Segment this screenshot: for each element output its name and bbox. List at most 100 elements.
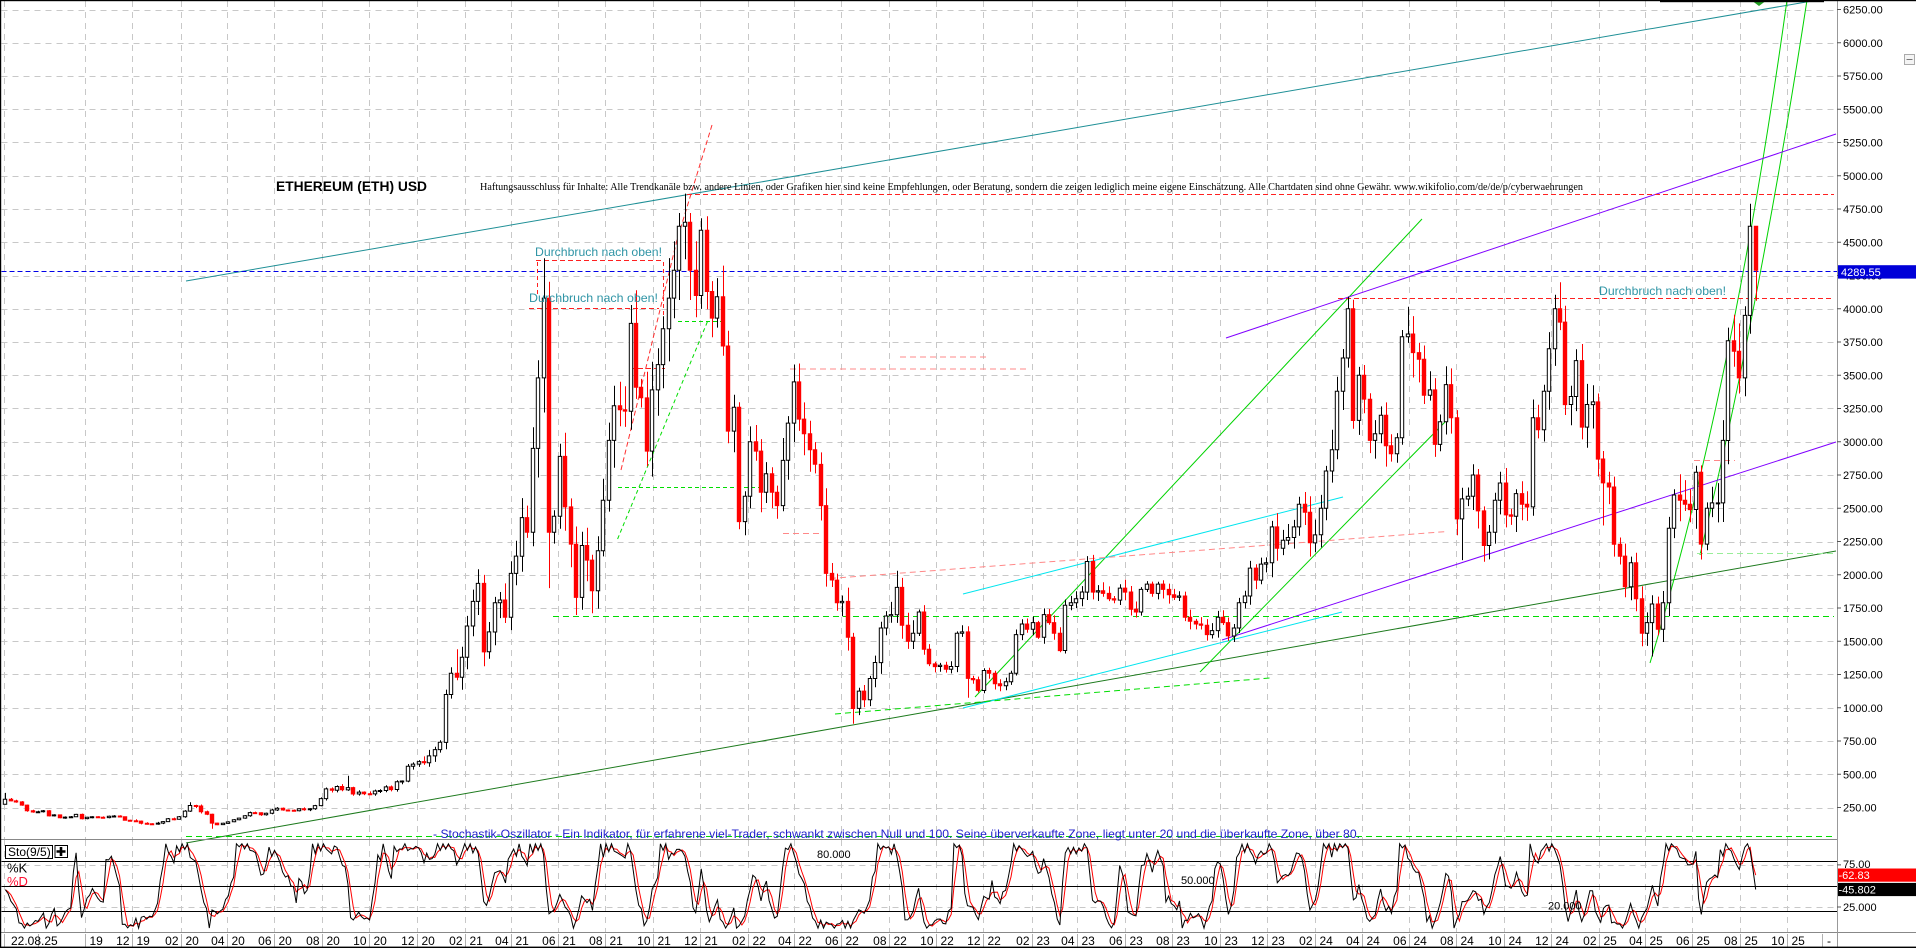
svg-text:12: 12 <box>1251 934 1265 948</box>
svg-text:21: 21 <box>563 934 577 948</box>
svg-text:20: 20 <box>327 934 341 948</box>
svg-text:5250.00: 5250.00 <box>1843 138 1883 150</box>
svg-text:04: 04 <box>1629 934 1643 948</box>
svg-text:24: 24 <box>1556 934 1570 948</box>
svg-text:Sto(9/5): Sto(9/5) <box>8 845 51 859</box>
svg-text:20: 20 <box>374 934 388 948</box>
svg-text:4289.55: 4289.55 <box>1841 267 1881 279</box>
svg-text:02: 02 <box>1583 934 1597 948</box>
svg-text:24: 24 <box>1509 934 1523 948</box>
svg-text:22.08.25: 22.08.25 <box>11 934 58 948</box>
svg-text:06: 06 <box>825 934 839 948</box>
svg-text:21: 21 <box>658 934 672 948</box>
svg-text:02: 02 <box>449 934 463 948</box>
svg-text:08: 08 <box>1156 934 1170 948</box>
svg-text:19: 19 <box>90 934 104 948</box>
svg-text:23: 23 <box>1272 934 1286 948</box>
svg-text:25: 25 <box>1697 934 1711 948</box>
svg-text:- Stochastik-Oszillator - Ein: - Stochastik-Oszillator - Ein Indikator,… <box>433 827 1360 841</box>
svg-text:22: 22 <box>799 934 813 948</box>
svg-text:12: 12 <box>967 934 981 948</box>
svg-text:10: 10 <box>1488 934 1502 948</box>
svg-text:%K: %K <box>7 861 28 876</box>
svg-text:4500.00: 4500.00 <box>1843 237 1883 249</box>
svg-text:1250.00: 1250.00 <box>1843 670 1883 682</box>
svg-text:12: 12 <box>401 934 415 948</box>
svg-text:10: 10 <box>1204 934 1218 948</box>
svg-text:-: - <box>1827 934 1831 948</box>
svg-text:2000.00: 2000.00 <box>1843 570 1883 582</box>
svg-text:75.00: 75.00 <box>1843 859 1871 871</box>
svg-text:21: 21 <box>470 934 484 948</box>
svg-text:500.00: 500.00 <box>1843 769 1877 781</box>
svg-text:10: 10 <box>920 934 934 948</box>
svg-text:12: 12 <box>1535 934 1549 948</box>
svg-text:2750.00: 2750.00 <box>1843 470 1883 482</box>
svg-text:Durchbruch nach oben!: Durchbruch nach oben! <box>535 245 662 259</box>
svg-text:3500.00: 3500.00 <box>1843 370 1883 382</box>
svg-text:23: 23 <box>1130 934 1144 948</box>
svg-text:22: 22 <box>941 934 955 948</box>
svg-text:25: 25 <box>1745 934 1759 948</box>
svg-text:06: 06 <box>258 934 272 948</box>
svg-text:19: 19 <box>137 934 151 948</box>
svg-text:04: 04 <box>211 934 225 948</box>
svg-text:22: 22 <box>988 934 1002 948</box>
svg-text:06: 06 <box>1676 934 1690 948</box>
svg-text:1750.00: 1750.00 <box>1843 603 1883 615</box>
svg-text:20: 20 <box>279 934 293 948</box>
svg-text:12: 12 <box>684 934 698 948</box>
svg-text:25: 25 <box>1650 934 1664 948</box>
svg-text:20: 20 <box>232 934 246 948</box>
svg-text:22: 22 <box>894 934 908 948</box>
svg-text:ETHEREUM (ETH) USD: ETHEREUM (ETH) USD <box>276 179 427 194</box>
svg-text:10: 10 <box>637 934 651 948</box>
svg-text:6000.00: 6000.00 <box>1843 38 1883 50</box>
svg-text:5000.00: 5000.00 <box>1843 171 1883 183</box>
svg-text:21: 21 <box>610 934 624 948</box>
svg-text:24: 24 <box>1320 934 1334 948</box>
svg-text:24: 24 <box>1461 934 1475 948</box>
svg-text:1000.00: 1000.00 <box>1843 703 1883 715</box>
svg-text:4000.00: 4000.00 <box>1843 304 1883 316</box>
svg-text:22: 22 <box>753 934 767 948</box>
svg-text:23: 23 <box>1177 934 1191 948</box>
svg-text:02: 02 <box>1299 934 1313 948</box>
svg-text:20: 20 <box>186 934 200 948</box>
svg-text:5500.00: 5500.00 <box>1843 104 1883 116</box>
svg-text:08: 08 <box>589 934 603 948</box>
svg-text:2250.00: 2250.00 <box>1843 537 1883 549</box>
svg-text:23: 23 <box>1225 934 1239 948</box>
svg-text:21: 21 <box>516 934 530 948</box>
svg-text:04: 04 <box>778 934 792 948</box>
svg-text:25: 25 <box>1604 934 1618 948</box>
svg-text:21: 21 <box>705 934 719 948</box>
svg-text:02: 02 <box>732 934 746 948</box>
svg-text:%D: %D <box>7 874 28 889</box>
svg-text:23: 23 <box>1082 934 1096 948</box>
svg-text:06: 06 <box>542 934 556 948</box>
svg-text:750.00: 750.00 <box>1843 736 1877 748</box>
svg-text:3750.00: 3750.00 <box>1843 337 1883 349</box>
svg-text:Haftungsausschluss für Inhalte: Haftungsausschluss für Inhalte: Alle Tre… <box>480 182 1584 193</box>
svg-text:02: 02 <box>165 934 179 948</box>
svg-text:3000.00: 3000.00 <box>1843 437 1883 449</box>
svg-text:04: 04 <box>1346 934 1360 948</box>
svg-text:4750.00: 4750.00 <box>1843 204 1883 216</box>
svg-text:04: 04 <box>495 934 509 948</box>
svg-text:10: 10 <box>1771 934 1785 948</box>
svg-text:08: 08 <box>873 934 887 948</box>
svg-text:10: 10 <box>353 934 367 948</box>
svg-text:3250.00: 3250.00 <box>1843 404 1883 416</box>
svg-text:04: 04 <box>1061 934 1075 948</box>
svg-text:250.00: 250.00 <box>1843 803 1877 815</box>
svg-text:80.000: 80.000 <box>817 849 851 861</box>
svg-text:1500.00: 1500.00 <box>1843 636 1883 648</box>
svg-text:02: 02 <box>1016 934 1030 948</box>
svg-text:20.000: 20.000 <box>1548 901 1582 913</box>
svg-text:12: 12 <box>116 934 130 948</box>
svg-text:Durchbruch nach oben!: Durchbruch nach oben! <box>529 291 658 305</box>
svg-text:6250.00: 6250.00 <box>1843 5 1883 17</box>
svg-text:50.000: 50.000 <box>1181 875 1215 887</box>
svg-text:08: 08 <box>1440 934 1454 948</box>
